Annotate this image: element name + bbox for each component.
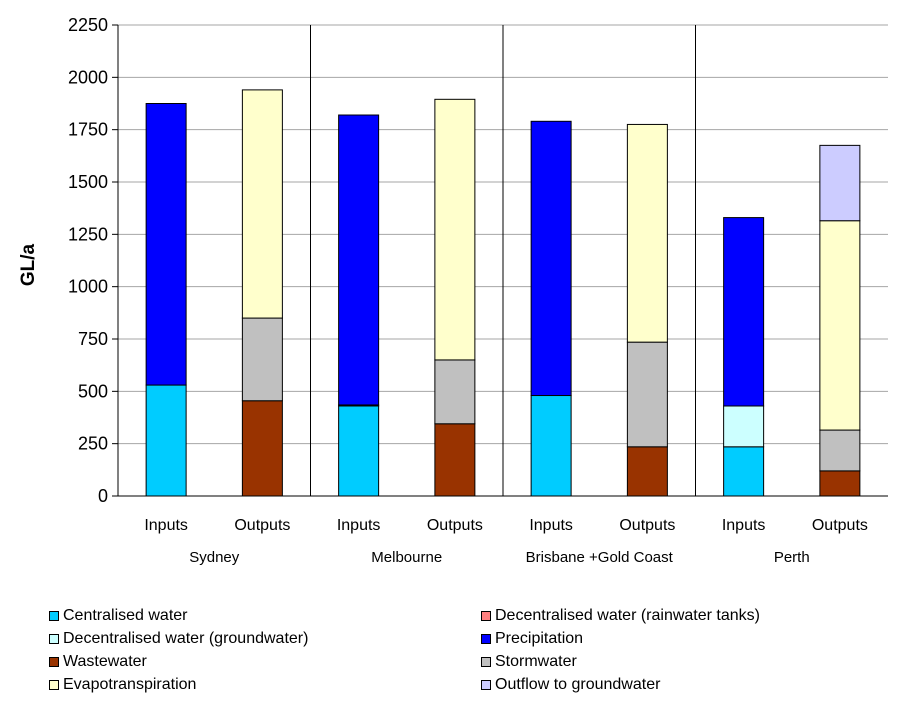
legend-label: Stormwater <box>495 653 577 670</box>
legend-item: Wastewater <box>49 651 147 673</box>
legend-item: Outflow to groundwater <box>481 674 660 696</box>
group-label: Perth <box>774 549 810 566</box>
x-tick-labels: Inputs Outputs Inputs Outputs Inputs Outputs I… <box>144 517 868 534</box>
bar-segment <box>434 423 476 497</box>
x-tick-label: Outputs <box>234 517 290 534</box>
group-label: Melbourne <box>371 549 442 566</box>
x-tick-label: Inputs <box>722 517 766 534</box>
y-tick-labels: 0 250 500 750 1000 1250 1500 1750 2000 2250 <box>68 15 108 506</box>
y-tick-label: 2250 <box>68 15 108 35</box>
legend-swatch <box>49 634 59 644</box>
bar-segment <box>723 405 765 448</box>
group-label: Sydney <box>189 549 240 566</box>
axes <box>112 24 888 497</box>
bar-segment <box>530 120 572 397</box>
legend: Centralised water Decentralised water (ra… <box>0 600 898 712</box>
legend-item: Decentralised water (groundwater) <box>49 628 308 650</box>
bar-segment <box>819 144 861 222</box>
legend-swatch <box>481 680 491 690</box>
bar-segment <box>530 395 572 497</box>
y-tick-label: 1000 <box>68 277 108 297</box>
legend-item: Decentralised water (rainwater tanks) <box>481 605 760 627</box>
legend-item: Precipitation <box>481 628 583 650</box>
legend-label: Centralised water <box>63 607 188 624</box>
bar-segment <box>626 123 668 343</box>
x-tick-label: Outputs <box>619 517 675 534</box>
bar-segment <box>626 446 668 497</box>
x-tick-label: Inputs <box>144 517 188 534</box>
legend-swatch <box>481 657 491 667</box>
legend-label: Evapotranspiration <box>63 676 197 693</box>
legend-item: Evapotranspiration <box>49 674 196 696</box>
y-tick-label: 1750 <box>68 120 108 140</box>
y-axis-label: GL/a <box>18 243 39 286</box>
bar-segment <box>723 217 765 407</box>
bar-segment <box>241 89 283 319</box>
group-labels: Sydney Melbourne Brisbane +Gold Coast Perth <box>189 549 809 566</box>
legend-swatch <box>49 680 59 690</box>
y-tick-label: 250 <box>78 434 108 454</box>
legend-label: Precipitation <box>495 630 584 647</box>
x-tick-label: Outputs <box>427 517 483 534</box>
bar-segment <box>338 114 380 406</box>
bar-segment <box>434 359 476 425</box>
group-label: Brisbane +Gold Coast <box>526 549 674 566</box>
legend-item: Stormwater <box>481 651 577 673</box>
bar-segment <box>434 98 476 361</box>
bar-segment <box>819 429 861 472</box>
chart: 0 250 500 750 1000 1250 1500 1750 2000 2250 Input… <box>18 15 888 566</box>
legend-label: Wastewater <box>63 653 147 670</box>
bar-segment <box>145 384 187 497</box>
y-tick-label: 0 <box>98 486 108 506</box>
y-tick-label: 2000 <box>68 67 108 87</box>
legend-swatch <box>49 657 59 667</box>
legend-item: Centralised water <box>49 605 188 627</box>
legend-label: Outflow to groundwater <box>495 676 661 693</box>
x-tick-label: Outputs <box>812 517 868 534</box>
x-tick-label: Inputs <box>529 517 573 534</box>
bar-segment <box>241 400 283 497</box>
y-tick-label: 1250 <box>68 224 108 244</box>
legend-swatch <box>49 611 59 621</box>
y-tick-label: 1500 <box>68 172 108 192</box>
legend-swatch <box>481 634 491 644</box>
y-tick-label: 750 <box>78 329 108 349</box>
legend-label: Decentralised water (rainwater tanks) <box>495 607 760 624</box>
bar-segment <box>819 220 861 431</box>
legend-swatch <box>481 611 491 621</box>
legend-label: Decentralised water (groundwater) <box>63 630 309 647</box>
bar-segment <box>626 341 668 448</box>
bars <box>145 89 861 497</box>
bar-segment <box>819 470 861 497</box>
bar-segment <box>241 317 283 402</box>
bar-segment <box>338 405 380 497</box>
y-tick-label: 500 <box>78 381 108 401</box>
bar-segment <box>145 103 187 386</box>
bar-segment <box>723 446 765 497</box>
x-tick-label: Inputs <box>337 517 381 534</box>
